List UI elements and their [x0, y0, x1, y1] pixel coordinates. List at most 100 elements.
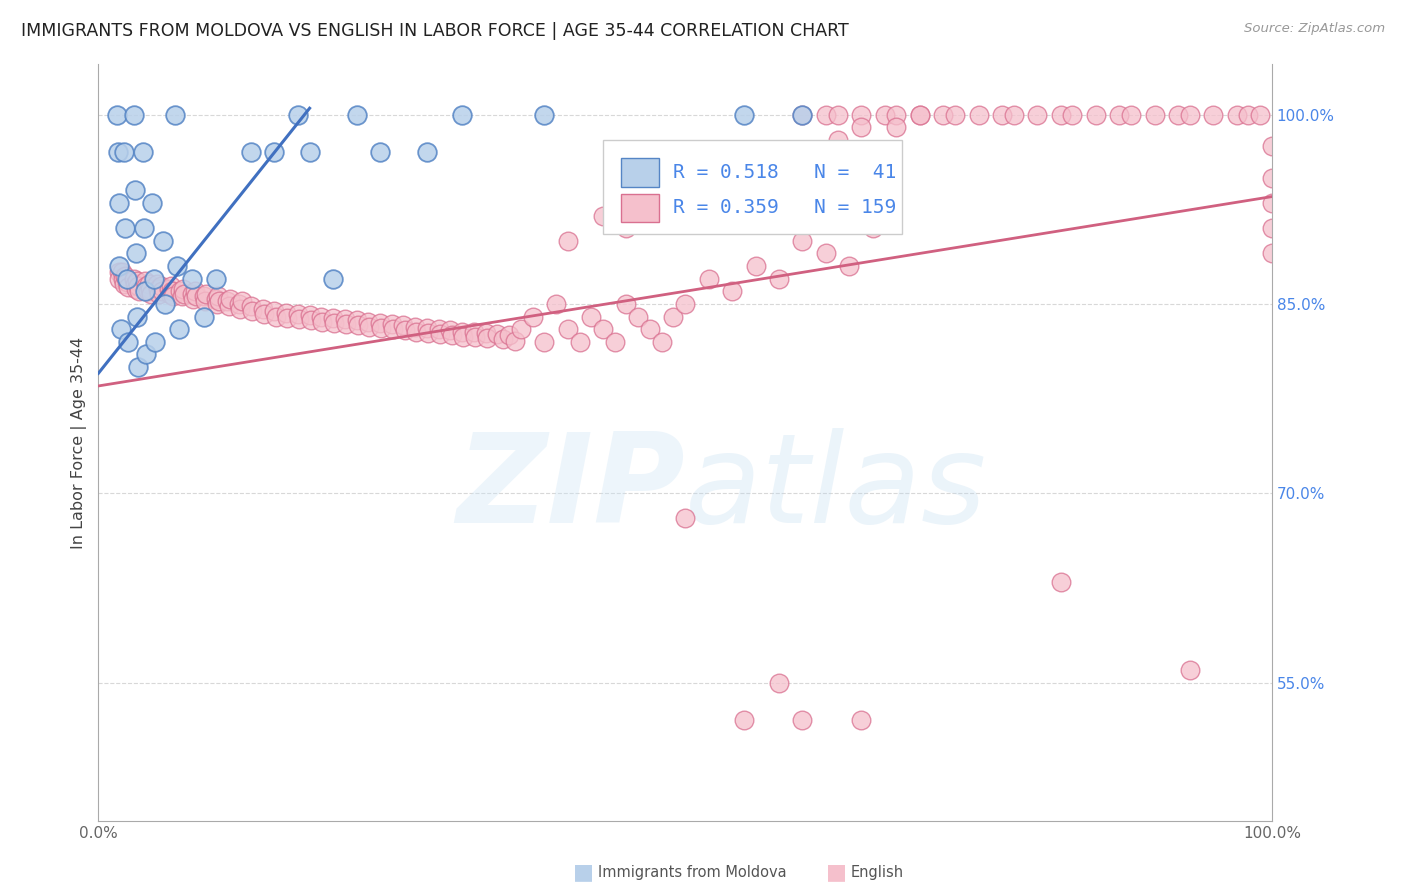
Point [333, 312, 356, 326]
Point [453, 329, 475, 343]
Point [229, 301, 252, 316]
Point [136, 285, 159, 299]
Text: English: English [851, 865, 904, 880]
Point [149, 279, 172, 293]
Point [287, 307, 309, 321]
Point [592, 322, 614, 336]
Point [498, 328, 520, 343]
Point [733, 107, 755, 121]
Point [568, 334, 591, 349]
Point [141, 286, 163, 301]
Point [298, 308, 321, 322]
Point [503, 334, 526, 348]
Point [205, 297, 228, 311]
Point [1084, 107, 1107, 121]
Point [394, 323, 416, 337]
Point [311, 310, 333, 324]
Point [404, 319, 426, 334]
Point [239, 145, 262, 160]
Point [252, 301, 274, 316]
Point [105, 107, 128, 121]
Point [264, 310, 287, 324]
Point [733, 158, 755, 172]
Point [381, 322, 404, 336]
Point [218, 300, 240, 314]
Point [814, 107, 837, 121]
Point [486, 327, 509, 342]
Point [1178, 107, 1201, 121]
Point [162, 289, 184, 303]
Point [392, 318, 415, 333]
Point [1108, 107, 1130, 121]
Point [416, 321, 439, 335]
Point [115, 271, 138, 285]
Point [135, 347, 157, 361]
Point [193, 310, 215, 324]
Point [370, 321, 392, 335]
Point [132, 145, 155, 160]
Point [673, 511, 696, 525]
Point [108, 195, 131, 210]
Point [405, 325, 427, 339]
Point [416, 145, 439, 160]
Point [1249, 107, 1271, 121]
Point [117, 280, 139, 294]
Point [181, 271, 204, 285]
Point [159, 286, 181, 301]
Point [1261, 195, 1284, 210]
Point [122, 107, 145, 121]
Point [463, 325, 485, 339]
Point [991, 107, 1014, 121]
Point [1049, 574, 1071, 589]
Point [335, 317, 357, 331]
Point [429, 327, 451, 342]
Point [721, 285, 744, 299]
Point [117, 334, 139, 349]
Point [651, 334, 673, 349]
Point [195, 286, 218, 301]
Point [134, 274, 156, 288]
Point [381, 317, 404, 331]
Point [231, 294, 253, 309]
Point [135, 279, 157, 293]
Point [298, 145, 321, 160]
Point [108, 265, 131, 279]
Point [814, 246, 837, 260]
Text: ZIP: ZIP [457, 427, 685, 549]
Point [125, 282, 148, 296]
Text: IMMIGRANTS FROM MOLDOVA VS ENGLISH IN LABOR FORCE | AGE 35-44 CORRELATION CHART: IMMIGRANTS FROM MOLDOVA VS ENGLISH IN LA… [21, 22, 849, 40]
Point [440, 328, 463, 343]
Point [886, 120, 908, 135]
Point [474, 326, 496, 340]
Point [932, 107, 955, 121]
Y-axis label: In Labor Force | Age 35-44: In Labor Force | Age 35-44 [72, 336, 87, 549]
Point [112, 145, 135, 160]
Point [673, 183, 696, 197]
Point [427, 322, 450, 336]
Point [115, 276, 138, 290]
Point [368, 316, 391, 330]
Point [125, 246, 148, 260]
Text: ■: ■ [574, 863, 593, 882]
Point [125, 274, 148, 288]
Point [1002, 107, 1025, 121]
Point [322, 271, 344, 285]
Point [124, 277, 146, 291]
Point [744, 259, 766, 273]
Point [148, 286, 170, 301]
Point [240, 304, 263, 318]
Point [792, 234, 814, 248]
Point [170, 289, 193, 303]
Point [346, 318, 368, 333]
Point [464, 329, 486, 343]
Point [299, 313, 322, 327]
Point [849, 714, 872, 728]
Point [1026, 107, 1049, 121]
Text: atlas: atlas [685, 427, 987, 549]
Point [193, 289, 215, 303]
Point [792, 107, 814, 121]
Point [1143, 107, 1166, 121]
Point [150, 285, 173, 299]
Point [228, 297, 250, 311]
Point [838, 259, 860, 273]
